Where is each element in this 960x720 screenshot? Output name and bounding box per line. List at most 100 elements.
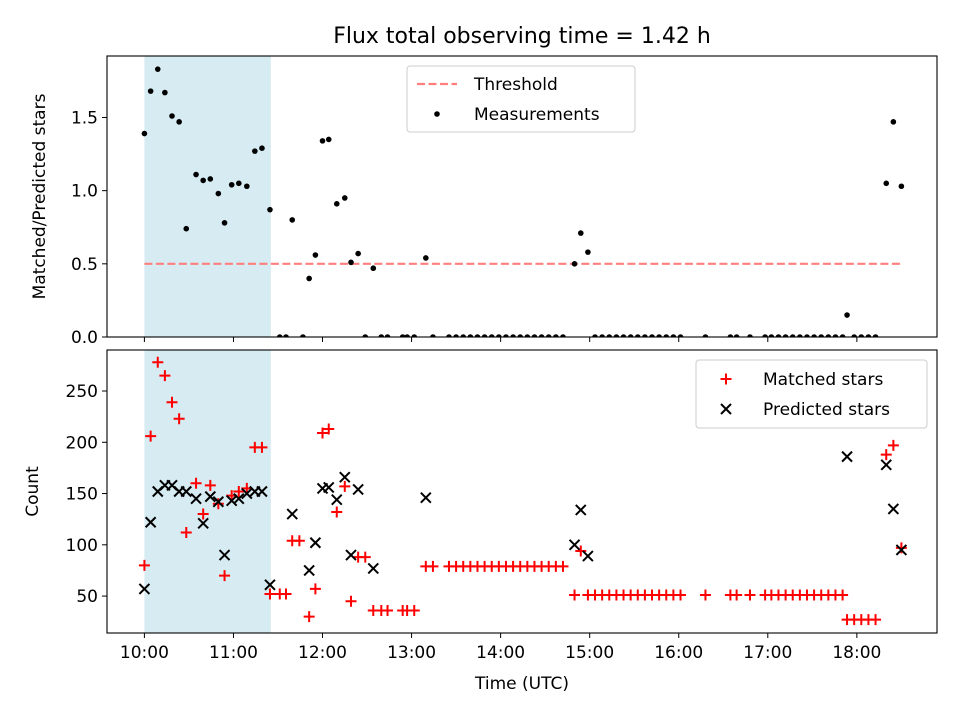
matched-point xyxy=(293,535,305,547)
measurement-point xyxy=(727,334,734,337)
y-axis-label: Count xyxy=(23,466,43,517)
matched-point xyxy=(197,508,209,520)
matched-point xyxy=(887,439,899,451)
legend-threshold-label: Threshold xyxy=(473,75,558,95)
matched-point xyxy=(145,430,157,442)
measurement-point xyxy=(404,334,410,337)
measurement-point xyxy=(663,334,670,337)
measurement-point xyxy=(890,119,897,125)
matched-point xyxy=(880,449,892,461)
measurement-point xyxy=(762,334,768,337)
predicted-point xyxy=(204,490,217,503)
matched-point xyxy=(317,427,329,439)
matched-point xyxy=(427,560,439,572)
x-tick-label: 18:00 xyxy=(832,643,881,663)
measurement-point xyxy=(283,334,289,337)
measurement-point xyxy=(215,190,222,197)
measurement-point xyxy=(670,334,677,337)
measurement-point xyxy=(306,275,312,282)
measurement-point xyxy=(236,180,242,187)
measurement-point xyxy=(898,183,905,190)
matched-point xyxy=(895,542,907,554)
x-tick-label: 12:00 xyxy=(298,643,347,663)
matched-point xyxy=(190,477,202,489)
measurement-point xyxy=(627,334,634,337)
matched-point xyxy=(256,441,268,453)
measurement-point xyxy=(300,334,306,337)
series-matched-stars xyxy=(138,356,907,626)
measurement-point xyxy=(571,261,578,267)
measurement-point xyxy=(592,334,598,337)
measurement-point xyxy=(453,334,459,337)
bottom-panel: 50 100 150 200 250 10:00 11:00 12:00 13:00 14:00 1… xyxy=(23,349,938,694)
legend-matched-swatch xyxy=(720,373,732,385)
predicted-point xyxy=(331,493,343,506)
axes-frame xyxy=(106,55,938,338)
predicted-point xyxy=(303,564,315,577)
measurement-point xyxy=(789,334,796,337)
measurement-point xyxy=(228,181,235,188)
matched-point xyxy=(331,506,343,518)
predicted-point xyxy=(339,471,351,483)
matched-point xyxy=(675,589,687,601)
top-panel: 0.0 0.5 1.0 1.5 Matched/Predicted stars Thres… xyxy=(30,55,938,348)
matched-point xyxy=(159,370,171,382)
measurement-point xyxy=(872,334,879,337)
y-tick-label: 50 xyxy=(76,587,98,607)
measurement-point xyxy=(577,230,584,236)
matched-point xyxy=(152,356,164,368)
measurement-point xyxy=(865,334,872,337)
matched-point xyxy=(870,614,882,626)
measurement-point xyxy=(606,334,613,337)
measurement-point xyxy=(858,334,865,337)
legend-bottom: Matched stars Predicted stars xyxy=(695,359,928,429)
measurement-point xyxy=(141,130,148,137)
measurement-point xyxy=(825,334,832,337)
matched-point xyxy=(382,604,394,616)
matched-point xyxy=(575,545,587,557)
measurement-point xyxy=(370,265,377,272)
predicted-point xyxy=(345,549,357,561)
predicted-point xyxy=(575,504,587,516)
matched-point xyxy=(212,498,224,510)
measurement-point xyxy=(289,217,296,223)
measurement-point xyxy=(818,334,825,337)
measurement-point xyxy=(642,334,648,337)
y-axis-label: Matched/Predicted stars xyxy=(30,93,50,299)
measurement-point xyxy=(467,334,474,337)
matched-point xyxy=(138,559,150,571)
predicted-point xyxy=(138,583,151,595)
measurement-point xyxy=(524,334,531,337)
measurement-point xyxy=(423,255,429,261)
observing-window-span xyxy=(144,350,271,633)
predicted-point xyxy=(880,459,892,471)
matched-point xyxy=(699,589,711,601)
x-tick-label: 16:00 xyxy=(654,643,703,663)
matched-point xyxy=(180,527,192,539)
matched-point xyxy=(345,595,357,607)
matched-point xyxy=(166,396,178,408)
predicted-point xyxy=(582,550,594,562)
chart-title: Flux total observing time = 1.42 h xyxy=(333,24,711,49)
measurement-point xyxy=(162,89,168,96)
measurement-point xyxy=(488,334,495,337)
matched-point xyxy=(837,589,849,601)
measurement-point xyxy=(545,334,552,337)
x-tick-label: 10:00 xyxy=(120,643,169,663)
y-tick-label: 250 xyxy=(66,382,98,402)
x-tick-label: 15:00 xyxy=(565,643,614,663)
measurement-point xyxy=(503,334,509,337)
measurement-point xyxy=(378,334,385,337)
x-tick-label: 14:00 xyxy=(476,643,525,663)
measurement-point xyxy=(221,220,228,226)
measurement-point xyxy=(517,334,524,337)
measurement-point xyxy=(348,259,354,266)
predicted-point xyxy=(241,487,253,500)
measurement-point xyxy=(702,334,709,337)
measurement-point xyxy=(832,334,839,337)
series-layer xyxy=(141,66,905,337)
legend-predicted-swatch xyxy=(720,403,732,415)
predicted-point xyxy=(420,491,432,504)
legend-top: Threshold Measurements xyxy=(406,65,636,133)
